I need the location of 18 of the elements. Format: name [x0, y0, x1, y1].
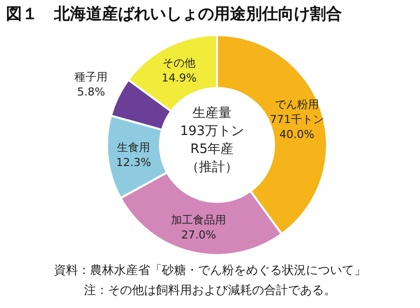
text: 資料：農林水産省「砂糖・でん粉をめぐる状況について」: [53, 262, 367, 279]
data-label: 14.9%: [162, 71, 197, 84]
text: 生産量: [192, 104, 232, 120]
slice-label: 種子用: [74, 70, 108, 83]
chart-title: 図１ 北海道産ばれいしょの用途別仕向け割合: [6, 4, 342, 25]
slice-label: 生食用: [117, 140, 150, 154]
text: R5年産: [190, 140, 234, 156]
data-label: 5.8%: [77, 84, 106, 98]
text: 771千トン: [270, 112, 324, 126]
data-label: 27.0%: [181, 228, 216, 241]
text: （推計）: [186, 160, 238, 174]
text: 注：その他は飼料用および減耗の合計である。: [83, 282, 337, 299]
data-label: 40.0%: [279, 128, 314, 141]
text: 193万トン: [180, 124, 244, 138]
slice-label: でん粉用: [274, 98, 319, 111]
slice-label: その他: [162, 56, 196, 70]
slice-label: 加工食品用: [171, 212, 226, 226]
data-label: 12.3%: [116, 156, 152, 169]
